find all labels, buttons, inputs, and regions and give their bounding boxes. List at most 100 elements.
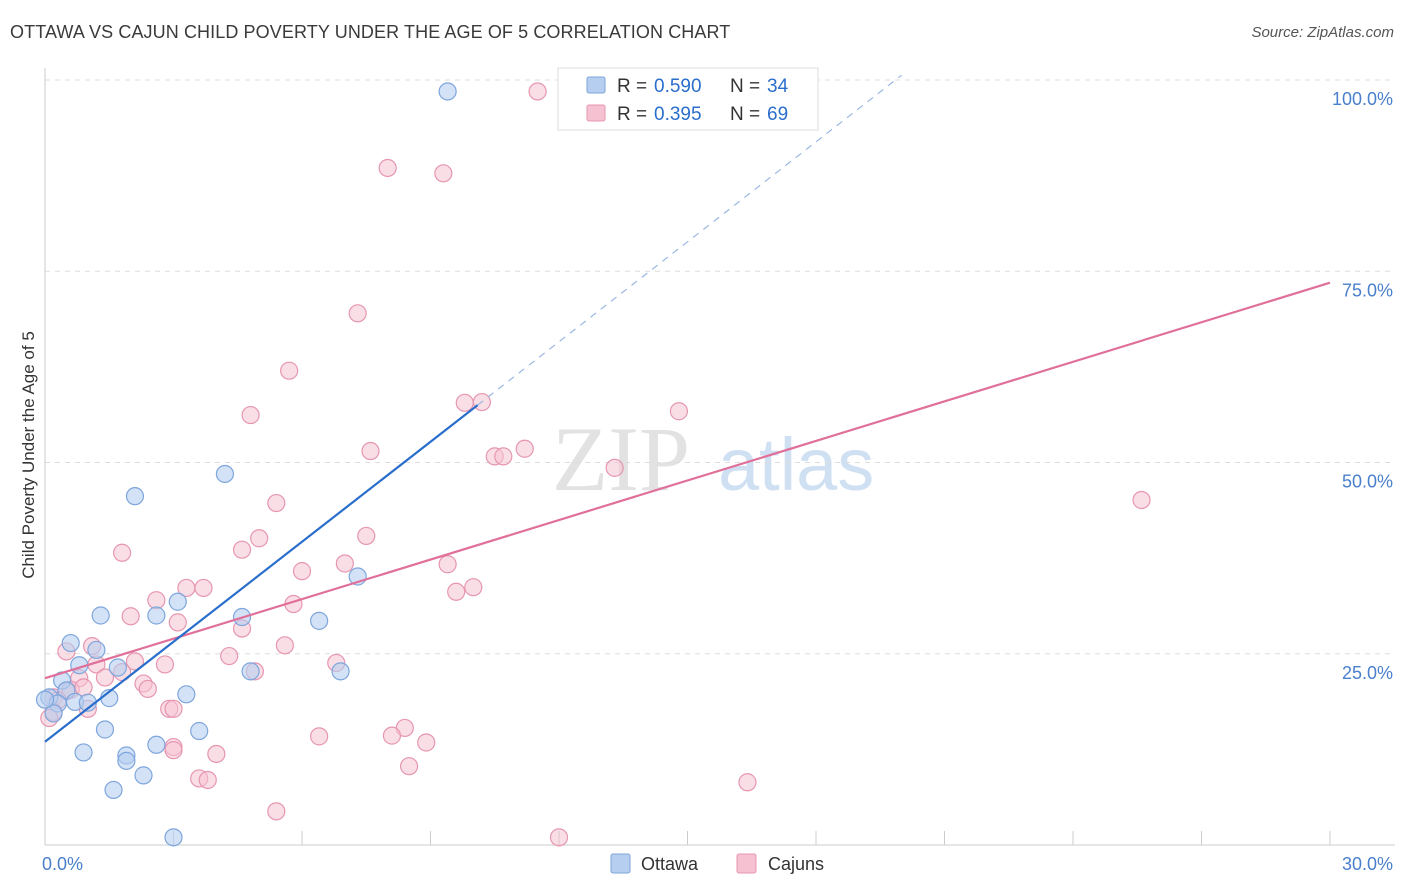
x-tick-label: 0.0% [42, 854, 83, 874]
cajun-point [198, 770, 217, 790]
watermark-zip: ZIP [552, 408, 690, 510]
cajun-point [378, 158, 397, 178]
cajun-point [335, 554, 354, 573]
cajun-point [207, 744, 226, 764]
cajun-point [361, 441, 380, 461]
ottawa-point [108, 658, 127, 677]
cajun-point [310, 727, 329, 746]
ottawa-points [35, 82, 457, 847]
ottawa-point [44, 704, 63, 723]
bottom-legend-ottawa-label: Ottawa [641, 854, 699, 874]
watermark-atlas: atlas [718, 423, 874, 506]
cajun-point [348, 304, 367, 323]
cajun-point [399, 757, 419, 776]
ottawa-point [215, 464, 234, 484]
cajun-point [494, 447, 513, 466]
ottawa-point [87, 640, 106, 660]
cajun-point [455, 393, 474, 412]
cajun-point [382, 726, 402, 745]
cajun-point [168, 613, 187, 632]
legend-ottawa-r-value: 0.590 [654, 76, 702, 97]
y-tick-label: 50.0% [1342, 472, 1393, 492]
legend-box: R = 0.590 N = 34 R = 0.395 N = 69 [557, 67, 819, 131]
cajun-point [417, 733, 436, 752]
legend-cajun-r-value: 0.395 [654, 104, 702, 125]
cajun-point [280, 361, 299, 380]
tick-labels: 25.0% 50.0% 75.0% 100.0% 0.0% 30.0% [42, 89, 1393, 874]
ottawa-point [147, 606, 166, 625]
ottawa-point [168, 592, 187, 611]
cajun-point [164, 741, 183, 760]
cajun-point [125, 652, 145, 671]
cajun-point [138, 679, 157, 699]
cajun-point [669, 402, 689, 421]
legend-ottawa-n-value: 34 [767, 76, 789, 97]
legend-cajun-r-label: R = [617, 104, 647, 125]
bottom-legend-cajun-label: Cajuns [768, 854, 824, 874]
legend-ottawa-n-label: N = [730, 76, 760, 97]
legend-ottawa-swatch [586, 76, 606, 94]
ottawa-trend-extension [477, 74, 903, 406]
cajun-point [275, 636, 294, 655]
cajun-point [1132, 490, 1151, 510]
ottawa-point [164, 828, 183, 847]
chart-title: OTTAWA VS CAJUN CHILD POVERTY UNDER THE … [10, 22, 731, 42]
cajun-point [438, 555, 457, 574]
cajun-point [95, 668, 115, 687]
legend-cajun-swatch [586, 104, 606, 122]
y-tick-label: 75.0% [1342, 280, 1393, 300]
y-axis-label: Child Poverty Under the Age of 5 [19, 331, 38, 579]
cajun-point [464, 578, 483, 597]
y-tick-label: 100.0% [1332, 89, 1393, 109]
cajun-point [220, 646, 239, 666]
ottawa-point [438, 82, 457, 101]
ottawa-point [331, 662, 350, 681]
legend-cajun-n-value: 69 [767, 104, 788, 125]
legend-ottawa-r-label: R = [617, 76, 647, 97]
cajun-point [738, 773, 757, 792]
ottawa-point [61, 633, 80, 653]
cajun-point [267, 802, 286, 821]
cajun-point [241, 405, 260, 425]
ottawa-point [134, 766, 153, 785]
cajun-point [164, 699, 183, 718]
y-tick-label: 25.0% [1342, 663, 1393, 683]
ottawa-point [125, 487, 145, 506]
ottawa-trend-line [44, 404, 479, 743]
gridlines [45, 79, 1395, 655]
cajun-point [121, 607, 140, 626]
cajun-point [434, 164, 453, 183]
cajun-point [155, 655, 175, 674]
ottawa-point [95, 720, 115, 739]
bottom-legend-ottawa-swatch [610, 853, 631, 874]
trend-lines [44, 74, 1331, 743]
cajun-point [447, 582, 466, 601]
ottawa-point [35, 690, 55, 709]
cajun-point [549, 828, 569, 847]
bottom-legend-cajun-swatch [736, 853, 757, 874]
x-tick-label: 30.0% [1342, 854, 1393, 874]
cajun-point [232, 540, 252, 559]
ottawa-point [74, 743, 93, 762]
ottawa-point [241, 662, 260, 681]
ottawa-point [147, 735, 166, 754]
cajun-point [605, 458, 624, 477]
ottawa-point [177, 685, 196, 704]
cajun-point [267, 493, 286, 513]
cajun-point [250, 529, 269, 548]
cajun-point [112, 543, 132, 562]
ottawa-point [117, 751, 136, 770]
source-label: Source: ZipAtlas.com [1251, 24, 1394, 41]
legend-cajun-n-label: N = [730, 104, 760, 125]
cajun-point [528, 82, 547, 101]
ottawa-point [91, 606, 110, 625]
cajun-point [194, 578, 213, 598]
bottom-legend: Ottawa Cajuns [610, 853, 824, 874]
cajun-point [515, 439, 534, 458]
watermark: ZIP atlas [552, 408, 874, 510]
cajun-point [147, 591, 166, 610]
ottawa-point [104, 780, 123, 800]
cajun-point [357, 526, 376, 546]
ottawa-point [310, 611, 329, 630]
